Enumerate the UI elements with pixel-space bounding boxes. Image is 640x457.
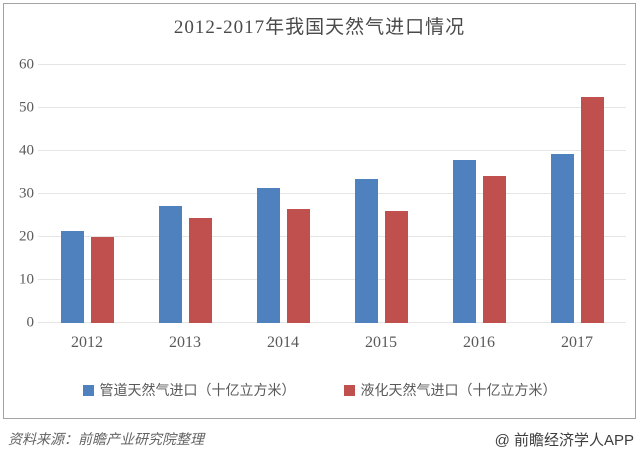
y-axis-tick-label: 20 bbox=[19, 228, 34, 245]
bar-lng-2017 bbox=[580, 96, 604, 323]
gridline bbox=[38, 150, 626, 151]
bar-group-2017 bbox=[528, 65, 626, 323]
bar-pipeline-2017 bbox=[550, 153, 574, 323]
legend-item-lng: 液化天然气进口（十亿立方米） bbox=[343, 380, 557, 400]
bar-group-2016 bbox=[430, 65, 528, 323]
gridline bbox=[38, 193, 626, 194]
legend-label: 管道天然气进口（十亿立方米） bbox=[99, 384, 296, 399]
x-axis-label-2012: 2012 bbox=[71, 334, 103, 351]
legend-item-pipeline: 管道天然气进口（十亿立方米） bbox=[82, 380, 296, 400]
bar-group-2013 bbox=[136, 65, 234, 323]
x-axis: 2012 2013 2014 2015 2016 2017 bbox=[38, 334, 626, 352]
bar-pipeline-2013 bbox=[158, 205, 182, 323]
y-axis-tick-label: 50 bbox=[19, 99, 34, 116]
source-note: 资料来源：前瞻产业研究院整理 bbox=[8, 433, 204, 448]
gridline bbox=[38, 107, 626, 108]
footer: 资料来源：前瞻产业研究院整理 @ 前瞻经济学人APP bbox=[8, 426, 634, 452]
y-axis-tick-label: 0 bbox=[26, 314, 35, 331]
y-axis: 0 10 20 30 40 50 60 bbox=[6, 57, 34, 330]
bar-pipeline-2015 bbox=[354, 178, 378, 323]
x-axis-label-2014: 2014 bbox=[267, 334, 299, 351]
bar-pipeline-2014 bbox=[256, 188, 280, 323]
gridline bbox=[38, 64, 626, 65]
bar-lng-2012 bbox=[90, 237, 114, 323]
gridline bbox=[38, 279, 626, 280]
bar-group-2014 bbox=[234, 65, 332, 323]
bar-pipeline-2016 bbox=[452, 159, 476, 323]
x-axis-label-2015: 2015 bbox=[365, 334, 397, 351]
gridline bbox=[38, 236, 626, 237]
plot-area bbox=[38, 64, 626, 323]
x-axis-label-2016: 2016 bbox=[463, 334, 495, 351]
legend-swatch-icon bbox=[82, 384, 94, 396]
legend: 管道天然气进口（十亿立方米） 液化天然气进口（十亿立方米） bbox=[4, 380, 635, 400]
bar-group-2015 bbox=[332, 65, 430, 323]
bar-lng-2014 bbox=[286, 209, 310, 323]
x-axis-label-2013: 2013 bbox=[169, 334, 201, 351]
bar-lng-2013 bbox=[188, 217, 212, 323]
bar-lng-2015 bbox=[384, 211, 408, 323]
bar-group-2012 bbox=[38, 65, 136, 323]
y-axis-tick-label: 30 bbox=[19, 185, 34, 202]
gridline bbox=[38, 322, 626, 323]
brand-watermark: @ 前瞻经济学人APP bbox=[494, 431, 634, 449]
x-axis-label-2017: 2017 bbox=[561, 334, 593, 351]
y-axis-tick-label: 60 bbox=[19, 56, 34, 73]
bar-lng-2016 bbox=[482, 175, 506, 323]
chart-title: 2012-2017年我国天然气进口情况 bbox=[173, 17, 466, 38]
y-axis-tick-label: 10 bbox=[19, 271, 34, 288]
bar-pipeline-2012 bbox=[60, 231, 84, 323]
legend-label: 液化天然气进口（十亿立方米） bbox=[360, 384, 557, 399]
chart-frame: 2012-2017年我国天然气进口情况 0 10 20 30 40 50 60 2012 20… bbox=[3, 3, 636, 419]
legend-swatch-icon bbox=[343, 384, 355, 396]
bars-layer bbox=[38, 65, 626, 323]
y-axis-tick-label: 40 bbox=[19, 142, 34, 159]
